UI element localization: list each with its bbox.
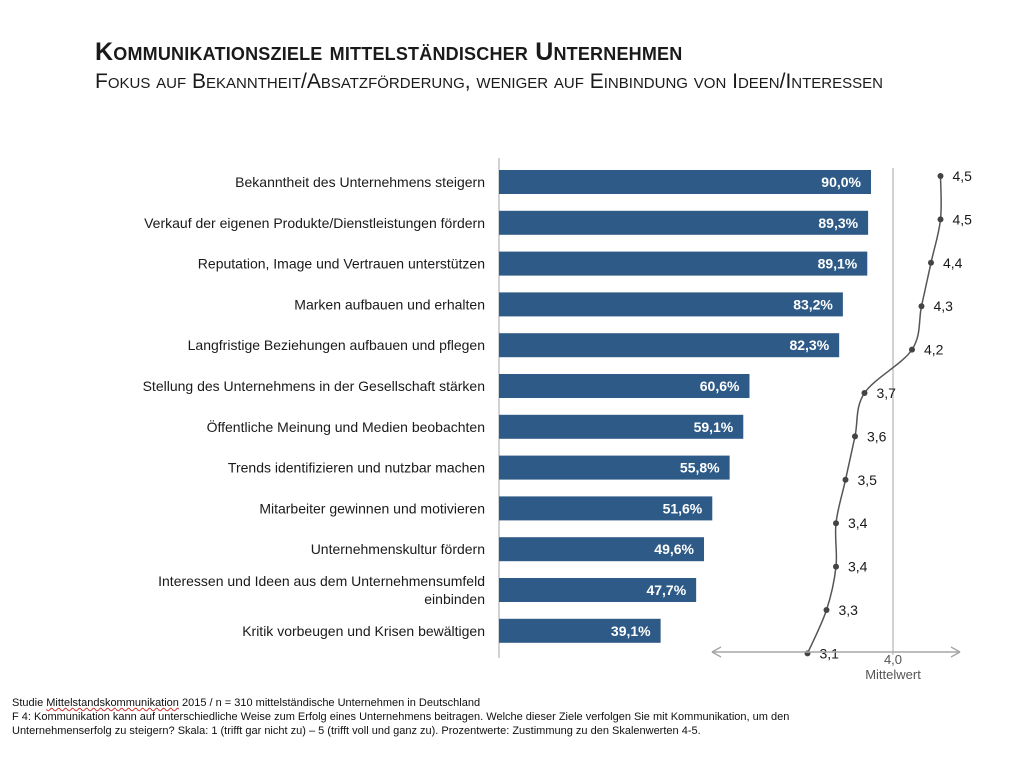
footnote-source-suffix: 2015 / n = 310 mittelständische Unterneh… [178,697,481,709]
bar-value-label-0: 90,0% [821,174,861,190]
bar-value-label-10: 47,7% [646,582,686,598]
mean-point-3 [918,303,925,310]
bar-5 [499,374,750,398]
bar-2 [499,251,868,276]
mean-point-1 [937,216,944,223]
footnote-source-study: Mittelstandskommunikation [46,697,179,709]
chart-title: Kommunikationsziele mittelständischer Un… [95,38,683,66]
bar-value-label-3: 83,2% [793,296,833,312]
mean-point-10 [823,607,830,613]
mean-value-label-11: 3,1 [820,645,840,661]
bar-8 [499,496,713,521]
category-label-9: Unternehmenskultur fördern [311,541,485,557]
footnote-source-prefix: Studie [12,697,47,709]
mean-value-label-5: 3,7 [877,385,897,401]
category-label-3: Marken aufbauen und erhalten [294,296,485,312]
bar-value-label-11: 39,1% [611,623,651,639]
mean-axis-label: Mittelwert [865,667,921,682]
mean-point-2 [928,259,934,266]
mean-point-9 [833,563,839,570]
footnote-question: F 4: Kommunikation kann auf unterschiedl… [12,710,789,738]
mean-value-label-8: 3,4 [848,515,868,531]
mean-point-8 [833,520,839,527]
footnote-question-line-2: Unternehmenserfolg zu steigern? Skala: 1… [12,725,701,737]
bar-0 [499,170,871,194]
mean-line [806,175,942,654]
bar-7 [499,455,730,480]
mean-value-label-9: 3,4 [848,559,868,575]
bar-3 [499,292,843,317]
bar-11 [499,618,661,643]
category-label-2: Reputation, Image und Vertrauen unterstü… [198,256,485,272]
mean-axis-arrow-left [711,646,722,658]
footnote-source: Studie Mittelstandskommunikation 2015 / … [12,696,480,710]
bar-value-label-7: 55,8% [680,460,720,476]
bar-value-label-8: 51,6% [663,500,703,516]
bar-6 [499,414,744,439]
category-label-6: Öffentliche Meinung und Medien beobachte… [207,418,485,435]
mean-value-label-3: 4,3 [934,298,954,314]
category-label-8: Mitarbeiter gewinnen und motivieren [259,500,485,516]
mean-point-6 [852,433,858,440]
mean-value-label-2: 4,4 [943,255,963,271]
category-label-10-line-0: Interessen und Ideen aus dem Unternehmen… [158,573,485,589]
bar-value-label-1: 89,3% [818,215,858,231]
mean-point-0 [937,173,944,179]
mean-axis-arrow-right [950,646,961,658]
mean-point-4 [909,346,915,353]
mean-point-7 [842,476,849,483]
chart-subtitle: Fokus auf Bekanntheit/Absatzförderung, w… [95,70,883,93]
mean-value-label-10: 3,3 [839,602,859,618]
category-label-11: Kritik vorbeugen und Krisen bewältigen [242,623,485,639]
mean-value-label-7: 3,5 [858,472,878,488]
bar-9 [499,537,705,562]
bar-value-label-9: 49,6% [654,541,694,557]
footnote-question-line-1: F 4: Kommunikation kann auf unterschiedl… [12,711,790,723]
bar-value-label-5: 60,6% [700,378,740,394]
bar-value-label-2: 89,1% [818,256,858,272]
category-label-5: Stellung des Unternehmens in der Gesells… [143,378,485,394]
category-label-0: Bekanntheit des Unternehmens steigern [235,174,485,190]
bar-value-label-4: 82,3% [789,337,829,353]
bar-4 [499,333,840,358]
category-label-10-line-1: einbinden [424,591,485,607]
bar-value-label-6: 59,1% [694,419,734,435]
bar-10 [499,578,697,602]
mean-value-label-4: 4,2 [924,342,944,358]
mean-value-label-1: 4,5 [953,211,973,227]
category-label-7: Trends identifizieren und nutzbar machen [228,460,485,476]
mean-value-label-6: 3,6 [867,428,887,444]
mean-point-5 [861,390,868,396]
bar-1 [499,210,869,235]
mean-value-label-0: 4,5 [953,168,973,184]
mean-reference-label: 4,0 [884,652,902,667]
category-label-4: Langfristige Beziehungen aufbauen und pf… [188,337,485,353]
category-label-1: Verkauf der eigenen Produkte/Dienstleist… [144,215,485,231]
